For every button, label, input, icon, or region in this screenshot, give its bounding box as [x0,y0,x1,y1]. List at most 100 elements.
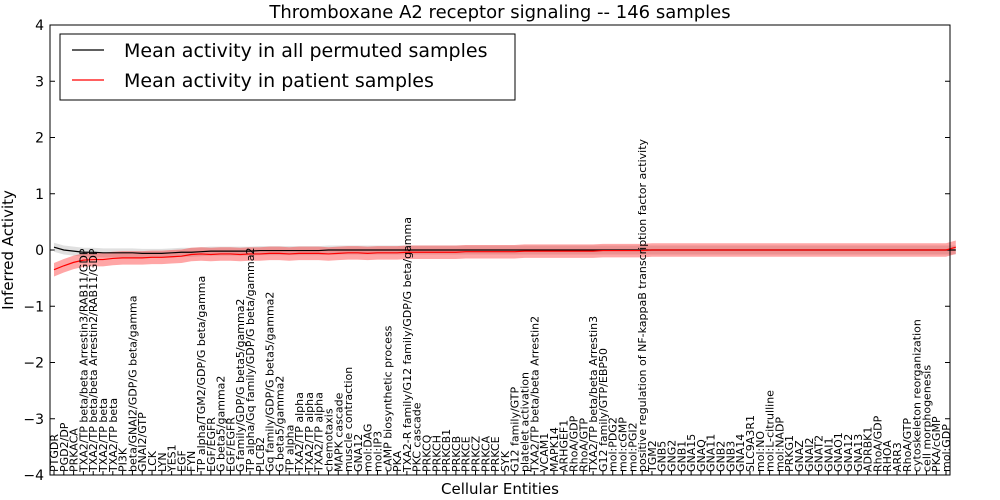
x-tick-label: cAMP biosynthetic process [381,325,394,472]
x-tick-label: YES1 [166,444,179,473]
x-tick-label: mol:PDG2 [607,417,620,472]
series-band-1 [54,240,956,277]
legend-box [59,33,516,101]
y-tick-label: 1 [35,187,44,203]
x-tick-label: PRKCE [460,436,473,472]
x-tick-label: TXA2/TP beta [107,398,120,473]
x-tick-label: G family/GDP/G beta5/gamma2 [234,299,247,472]
legend: Mean activity in all permuted samples Me… [59,33,516,101]
x-tick-label: PKA/cGMP [930,416,943,472]
x-tick-label: ARR3 [891,442,904,472]
y-tick-label: 0 [35,243,44,259]
x-tick-label: GNAZ [793,440,806,472]
y-tick-label: −1 [23,299,44,315]
y-axis-label: Inferred Activity [0,190,17,310]
x-tick-label: PRKACA [68,428,81,472]
x-tick-label: TXA2/TP beta/beta Arrestin2 [528,316,541,473]
x-axis-label: Cellular Entities [441,480,559,498]
x-tick-label: Gq family/GDP/G beta5/gamma2 [264,292,277,472]
x-tick-label: G beta5/gamma2 [215,376,228,472]
x-tick-label: RhoA/GTP [901,418,914,472]
x-tick-label: GNA14 [734,434,747,472]
x-tick-label: mol:cGMP [617,417,630,472]
chart-title: Thromboxane A2 receptor signaling -- 146… [268,2,730,23]
x-tick-label: LYN [156,452,169,472]
x-tick-label: PTGDR [48,434,61,472]
x-tick-label: EGF [175,450,188,472]
x-tick-label: VCAM1 [538,433,551,472]
x-tick-label: cell morphogenesis [920,365,933,472]
x-tick-label: mol:GDP [940,424,953,472]
x-tick-label: TXA2/TP alpha [303,392,316,473]
x-tick-label: muscle contraction [342,367,355,472]
x-tick-label: mol:NO [754,431,767,472]
x-tick-label: GNB5 [656,441,669,472]
x-tick-label: GNA13 [852,434,865,472]
x-tick-label: positive regulation of NF-kappaB transcr… [636,138,649,472]
x-tick-label: TP alpha/TGM2/GDP/G beta/gamma [195,276,208,473]
legend-label-patient: Mean activity in patient samples [124,70,434,92]
x-tick-label: mol:NADP [773,417,786,472]
x-tick-label: RhoA/GDP [568,415,581,472]
x-tick-label: RhoA/GDP [871,415,884,472]
x-tick-label: PRKCH [430,435,443,472]
x-tick-label: PRKCB [450,436,463,472]
x-tick-label: TXA2/TP beta [97,398,110,473]
y-tick-label: 2 [35,131,44,147]
series-line-1 [53,246,956,271]
x-tick-label: MAPK14 [548,427,561,472]
x-tick-label: PRKCB1 [440,429,453,472]
x-tick-label: platelet activation [519,372,532,472]
x-tick-label: GNB3 [724,441,737,472]
x-tick-label: GNAQ [695,439,708,472]
x-tick-label: TXA2/TP beta/beta Arrestin3/RAB11/GDP [77,248,90,473]
x-tick-label: RhoA/GTP [577,418,590,472]
x-tick-label: EGF/EGFR [205,417,218,472]
x-tick-label: GNB2 [715,441,728,472]
x-tick-label: cytoskeleton reorganization [911,319,924,472]
x-tick-label: PI3K [117,447,130,472]
y-tick-label: −4 [23,468,44,484]
x-tick-label: mol:IP3 [371,431,384,472]
x-tick-label: TGM2 [646,440,659,473]
y-tick-label: 3 [35,74,44,90]
y-tick-label: −3 [23,412,44,428]
x-tick-label: GNA12 [842,434,855,472]
x-tick-label: SLC9A3R1 [744,415,757,472]
x-tick-label: GNG2 [666,440,679,472]
x-tick-label: GNA15 [685,434,698,472]
x-tick-label: SYK [499,450,512,472]
x-tick-label: PRKCE [489,436,502,472]
x-tick-label: TXA2/TP alpha [293,392,306,473]
x-tick-label: GNAI2/GTP [136,412,149,472]
x-tick-label: G beta5/gamma2 [273,376,286,472]
x-tick-label: PLCB2 [254,437,267,472]
x-tick-label: MAPK cascade [332,392,345,472]
x-tick-label: GNAT2 [813,435,826,472]
x-tick-label: chemotaxis [322,408,335,472]
x-tick-label: mol:L-citrulline [764,390,777,472]
x-tick-label: PGD2/DP [58,422,71,472]
x-tick-label: FYN [185,451,198,472]
x-tick-label: TP alpha [283,425,296,473]
x-tick-label: LCK [146,450,159,472]
x-tick-label: GNB1 [675,441,688,472]
x-tick-label: TXA2-R family/G12 family/GDP/G beta/gamm… [401,217,414,473]
x-tick-label: PRKCQ [420,434,433,472]
x-tick-label: TP alpha/Gq family/GDP/G beta/gamma2 [244,248,257,473]
x-tick-label: mol:DAG [362,424,375,472]
x-tick-label: G12 family/GTP/EBP50 [597,348,610,472]
x-tick-label: ADRBK1 [862,427,875,472]
x-tick-label: GNA12 [352,434,365,472]
plot-frame [49,24,951,476]
x-tick-label: PKA [391,450,404,472]
x-tick-label: GNAO1 [832,432,845,472]
x-tick-label: beta/GNAI2/GDP/G beta/gamma [126,296,139,473]
y-tick-label: −2 [23,356,44,372]
x-tick-label: PRKG1 [783,435,796,472]
x-tick-label: EGF/EGFR [224,417,237,472]
x-tick-label: PRKCA [479,435,492,472]
x-tick-label: PKC cascade [411,402,424,472]
